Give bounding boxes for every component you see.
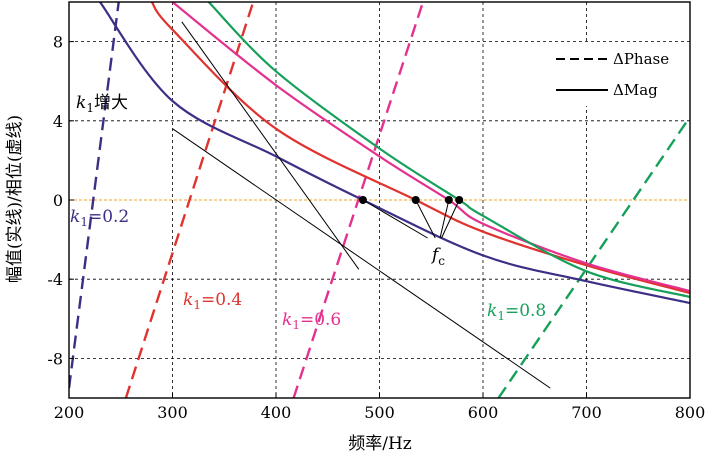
legend-box [548, 44, 688, 106]
phase-lines [69, 2, 690, 398]
x-axis-title: 频率/Hz [348, 434, 412, 454]
x-tick-label: 500 [364, 403, 395, 422]
k-label-0.6: k1=0.6 [282, 310, 341, 332]
crossing-dot [358, 196, 367, 204]
k-label-0.4: k1=0.4 [183, 290, 242, 312]
crossing-dot [411, 196, 420, 204]
fc-pointer-line [362, 199, 428, 239]
phase-line-k0.6 [292, 2, 425, 398]
fc-pointer-line [439, 199, 450, 239]
x-tick-label: 400 [261, 403, 292, 422]
reference-line-2 [172, 128, 551, 389]
x-tick-label: 300 [157, 403, 188, 422]
fc-pointer-line [415, 199, 436, 239]
x-tick-labels: 200 300 400 500 600 700 800 [54, 393, 706, 422]
fc-label: fc [430, 245, 445, 268]
y-tick-label: 8 [53, 33, 63, 52]
reference-line-1 [181, 21, 360, 270]
x-tick-label: 200 [54, 403, 85, 422]
x-tick-label: 700 [571, 403, 602, 422]
crossing-points [358, 196, 464, 239]
y-tick-label: -8 [47, 349, 63, 368]
phase-line-k0.2 [69, 2, 120, 389]
x-tick-label: 800 [675, 403, 706, 422]
reference-lines [172, 21, 551, 389]
y-tick-label: 0 [53, 191, 63, 210]
x-tick-label: 600 [468, 403, 499, 422]
crossing-dot [444, 196, 453, 204]
phase-line-k0.4 [124, 2, 255, 398]
k-label-0.8: k1=0.8 [487, 301, 546, 323]
y-axis-title: 幅值(实线)/相位(虚线) [5, 115, 25, 283]
magnitude-line-k0.6 [171, 2, 690, 293]
k-increase-label: k1增大 [76, 93, 128, 115]
legend: ΔPhase ΔMag [548, 44, 688, 106]
legend-item-mag: ΔMag [613, 81, 658, 99]
k-label-0.2: k1=0.2 [70, 207, 129, 229]
crossing-dot [455, 196, 464, 204]
legend-item-phase: ΔPhase [613, 50, 669, 68]
y-tick-label: -4 [47, 270, 63, 289]
magnitude-line-k0.4 [150, 2, 690, 295]
phase-line-k0.8 [497, 116, 690, 398]
y-tick-label: 4 [53, 112, 63, 131]
fc-pointer-line [441, 199, 460, 239]
y-tick-labels: 8 4 0 -4 -8 [47, 33, 74, 368]
